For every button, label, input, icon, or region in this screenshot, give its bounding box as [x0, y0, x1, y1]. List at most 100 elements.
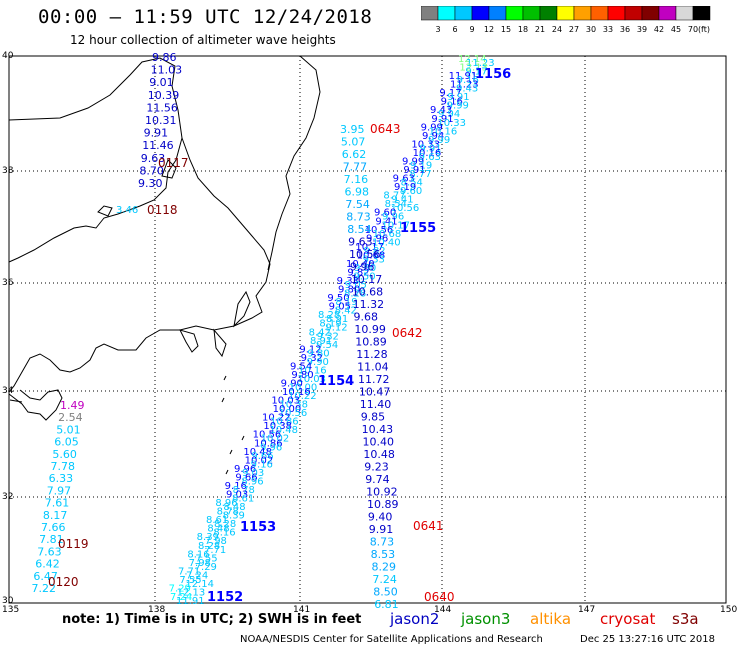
- swath-value: 9.94: [422, 131, 444, 142]
- swath-value: 10.02: [245, 455, 274, 466]
- lat-label: 30: [2, 596, 14, 606]
- swath-value: 9.96: [366, 233, 388, 244]
- column-value: 8.17: [43, 509, 68, 522]
- swath-value: 9.96: [234, 464, 256, 475]
- swath-value-overlap: 9.50: [353, 271, 375, 282]
- lat-label: 36: [2, 278, 14, 288]
- lat-label: 38: [2, 166, 14, 176]
- swath-value: 10.17: [355, 242, 384, 253]
- column-value: 8.73: [370, 536, 395, 549]
- color-legend: 3 6 9 12 15 18 21 24 27 30 33 36 39 42 45 70 (ft): [421, 6, 711, 34]
- column-value: 9.30: [138, 177, 163, 190]
- swath-value: 9.54: [290, 361, 312, 372]
- pass-label-0117: 0117: [158, 156, 189, 170]
- legend-tick: 6: [452, 25, 457, 34]
- swath-value: 9.19: [394, 182, 416, 193]
- satellite-name-s3a: s3a: [672, 610, 699, 628]
- swath-value: 10.56: [365, 225, 394, 236]
- swath-value: 9.50: [327, 293, 349, 304]
- swath-value: 10.48: [243, 447, 272, 458]
- swath-value-overlap: 11.23: [466, 58, 495, 69]
- swath-value: 9.17: [439, 88, 461, 99]
- swath-value: 10.00: [273, 404, 302, 415]
- column-value: 11.72: [358, 373, 390, 386]
- swath-value: 8.54: [385, 199, 407, 210]
- swath-value-overlap: 10.33: [437, 118, 466, 129]
- column-value: 11.46: [142, 139, 174, 152]
- swath-value-overlap: 8.96: [241, 476, 263, 487]
- swath-value: 10.22: [262, 413, 291, 424]
- legend-tick: 70: [688, 25, 698, 34]
- swath-value-overlap: 9.17: [465, 67, 487, 78]
- column-value: 7.24: [372, 573, 397, 586]
- column-value: 10.92: [366, 486, 398, 499]
- pass-label-1154: 1154: [318, 374, 354, 389]
- swath-value: 8.19: [319, 319, 341, 330]
- column-value: 10.56: [349, 248, 381, 261]
- swath-value-overlap: 9.96: [260, 442, 282, 453]
- wave-value-columns: 3.955.076.627.777.166.987.548.738.549.63…: [32, 51, 399, 611]
- swath-value: 9.12: [299, 344, 321, 355]
- pass-label-0640: 0640: [424, 590, 455, 604]
- column-value: 7.66: [41, 521, 66, 534]
- swath-value-overlap: 8.78: [233, 485, 255, 496]
- pass-label-1156: 1156: [475, 67, 511, 82]
- swath-value-overlap: 7.24: [186, 570, 208, 581]
- column-value: 1.49: [60, 399, 85, 412]
- swath-value: 9.99: [402, 156, 424, 167]
- column-value: 9.01: [149, 76, 174, 89]
- swath-value-overlap: 12.13: [177, 587, 206, 598]
- column-value: 9.40: [368, 511, 393, 524]
- column-value: 9.63: [141, 152, 166, 165]
- timestamp: Dec 25 13:27:16 UTC 2018: [580, 634, 715, 645]
- swath-value-overlap: 11.91: [176, 596, 205, 607]
- map-title: 00:00 – 11:59 UTC 12/24/2018: [38, 6, 373, 28]
- swath-value-overlap: 8.16: [213, 528, 235, 539]
- footer-note: note: 1) Time is in UTC; 2) SWH is in fe…: [62, 612, 362, 627]
- pass-label-1153: 1153: [240, 520, 276, 535]
- swath-value: 9.80: [291, 370, 313, 381]
- swath-value-overlap: 9.90: [307, 357, 329, 368]
- swath-value-overlap: 10.56: [391, 203, 420, 214]
- column-value: 6.98: [345, 186, 370, 199]
- credit-text: NOAA/NESDIS Center for Satellite Applica…: [240, 634, 543, 645]
- satellite-name-jason3: jason3: [461, 610, 511, 628]
- swath-value-overlap: 9.80: [307, 348, 329, 359]
- lon-label: 141: [293, 605, 310, 615]
- swath-value: 9.90: [281, 379, 303, 390]
- swath-value-overlap: 9.63: [419, 152, 441, 163]
- swath-value: 10.68: [357, 250, 386, 261]
- swath-value: 10.16: [413, 148, 442, 159]
- swath-value-overlap: 9.60: [400, 186, 422, 197]
- map-frame: [8, 55, 727, 604]
- swath-value-overlap: 8.28: [214, 519, 236, 530]
- swath-value-overlap: 9.54: [316, 340, 338, 351]
- swath-value-overlap: 9.41: [391, 195, 413, 206]
- swath-value: 9.82: [347, 267, 369, 278]
- swath-value: 9.66: [235, 472, 257, 483]
- swath-value: 10.16: [282, 387, 311, 398]
- swath-value-overlap: 8.91: [326, 314, 348, 325]
- swath-value-overlap: 9.05: [345, 280, 367, 291]
- swath-value: 8.96: [215, 498, 237, 509]
- swath-value-overlap: 9.33: [363, 254, 385, 265]
- column-value: 9.63: [348, 236, 373, 249]
- swath-value: 12.13: [459, 63, 488, 74]
- swath-value-overlap: 10.16: [429, 126, 458, 137]
- swath-value-overlap: 10.40: [372, 237, 401, 248]
- column-value: 6.42: [35, 558, 60, 571]
- pass-label-0643: 0643: [370, 122, 401, 136]
- swath-value: 10.38: [263, 421, 292, 432]
- column-value: 9.85: [361, 411, 386, 424]
- swath-value: 7.98: [189, 558, 211, 569]
- pass-label-0642: 0642: [392, 326, 423, 340]
- column-value: 7.54: [345, 198, 370, 211]
- swath-value-overlap: 10.03: [297, 374, 326, 385]
- swath-value-overlap: 10.17: [381, 220, 410, 231]
- column-value: 9.68: [354, 311, 379, 324]
- column-value: 9.91: [369, 523, 394, 536]
- swath-value: 9.91: [431, 114, 453, 125]
- swath-value-overlap: 8.19: [335, 297, 357, 308]
- column-value: 9.74: [365, 473, 390, 486]
